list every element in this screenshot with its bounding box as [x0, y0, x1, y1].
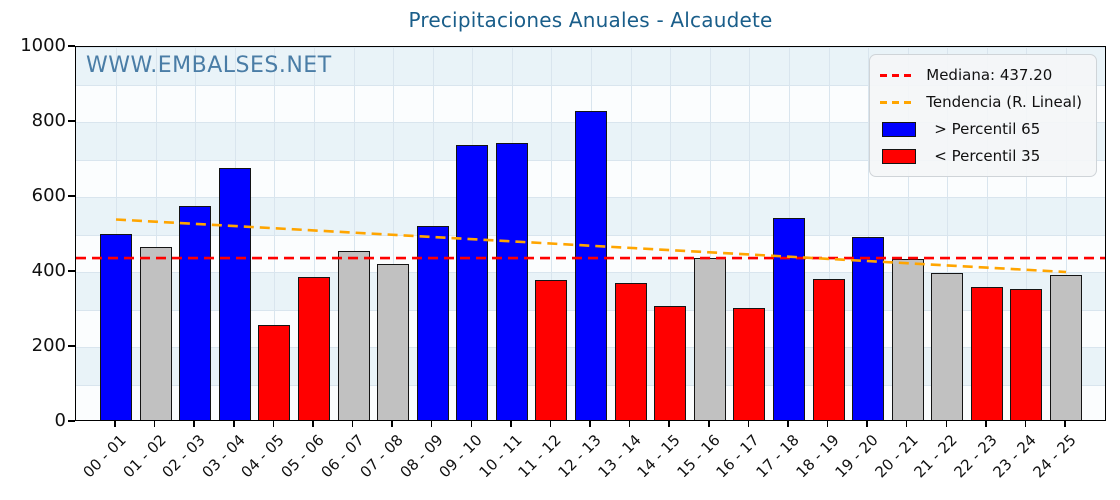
line-orange-icon: [880, 100, 915, 104]
bar-14-15: [654, 306, 687, 420]
x-tick-mark: [153, 421, 156, 427]
y-tick-mark: [68, 420, 75, 422]
bar-10-11: [495, 142, 528, 420]
bar-03-04: [218, 167, 251, 420]
legend-item: < Percentil 35: [880, 145, 1082, 167]
x-tick-mark: [826, 421, 829, 427]
patch-blue-icon: [882, 121, 917, 137]
bar-11-12: [535, 279, 568, 420]
legend-item: > Percentil 65: [880, 118, 1082, 140]
bar-18-19: [812, 279, 845, 420]
chart-title: Precipitaciones Anuales - Alcaudete: [408, 8, 773, 32]
x-tick-mark: [708, 421, 710, 427]
legend: Mediana: 437.20 Tendencia (R. Lineal) > Pe…: [869, 54, 1097, 177]
bar-23-24: [1010, 288, 1043, 420]
x-tick-mark: [233, 421, 235, 427]
x-tick-mark: [747, 421, 750, 427]
legend-label: Mediana: 437.20: [926, 66, 1053, 84]
legend-swatch-patch-red: [880, 148, 926, 164]
y-tick-label: 200: [31, 335, 66, 356]
x-tick-mark: [430, 421, 433, 427]
legend-item: Tendencia (R. Lineal): [880, 91, 1082, 113]
plot-area: WWW.EMBALSES.NET Mediana: 437.20 Tendenci…: [75, 46, 1106, 421]
x-tick-mark: [510, 421, 512, 427]
x-tick-mark: [1024, 421, 1027, 427]
y-tick-mark: [68, 345, 75, 347]
legend-swatch-line-orange: [880, 100, 926, 104]
y-tick-mark: [68, 270, 75, 272]
bar-22-23: [970, 287, 1003, 420]
bar-09-10: [456, 145, 489, 420]
bar-21-22: [931, 273, 964, 420]
bar-20-21: [891, 259, 924, 420]
x-tick-mark: [1064, 421, 1066, 427]
x-tick-mark: [351, 421, 354, 427]
bar-24-25: [1050, 275, 1082, 420]
bar-01-02: [139, 246, 172, 420]
line-red-icon: [880, 73, 915, 77]
bar-19-20: [852, 237, 885, 420]
y-tick-label: 800: [31, 110, 66, 131]
legend-item: Mediana: 437.20: [880, 64, 1082, 86]
legend-label: > Percentil 65: [934, 120, 1041, 138]
x-tick-mark: [589, 421, 591, 427]
x-tick-mark: [787, 421, 789, 427]
y-tick-label: 1000: [20, 35, 66, 56]
bar-04-05: [258, 325, 291, 420]
y-tick-label: 600: [31, 185, 66, 206]
bar-00-01: [100, 233, 132, 420]
vertical-gridline: [1066, 47, 1067, 420]
bar-02-03: [179, 206, 212, 420]
y-tick-label: 0: [54, 410, 66, 431]
patch-red-icon: [882, 148, 917, 164]
y-tick-mark: [68, 195, 75, 197]
bar-12-13: [575, 110, 607, 420]
bar-16-17: [733, 307, 766, 420]
bar-17-18: [772, 218, 805, 420]
x-tick-mark: [549, 421, 552, 427]
bar-06-07: [337, 251, 370, 420]
x-tick-mark: [668, 421, 670, 427]
bar-08-09: [416, 225, 449, 420]
x-tick-mark: [312, 421, 314, 427]
legend-swatch-line-red: [880, 73, 926, 77]
bar-13-14: [614, 282, 647, 420]
y-tick-mark: [68, 120, 75, 122]
x-tick-mark: [628, 421, 631, 427]
x-tick-mark: [985, 421, 987, 427]
legend-label: Tendencia (R. Lineal): [926, 93, 1082, 111]
x-tick-mark: [945, 421, 947, 427]
bar-05-06: [297, 276, 330, 420]
y-tick-mark: [68, 45, 75, 47]
x-tick-mark: [193, 421, 195, 427]
x-tick-mark: [114, 421, 116, 427]
x-tick-mark: [905, 421, 908, 427]
watermark: WWW.EMBALSES.NET: [86, 53, 332, 78]
bar-07-08: [377, 264, 410, 420]
x-tick-mark: [470, 421, 472, 427]
x-tick-mark: [272, 421, 275, 427]
y-tick-label: 400: [31, 260, 66, 281]
bar-15-16: [693, 258, 726, 420]
legend-swatch-patch-blue: [880, 121, 926, 137]
legend-label: < Percentil 35: [934, 147, 1041, 165]
x-tick-mark: [391, 421, 393, 427]
x-tick-mark: [866, 421, 868, 427]
